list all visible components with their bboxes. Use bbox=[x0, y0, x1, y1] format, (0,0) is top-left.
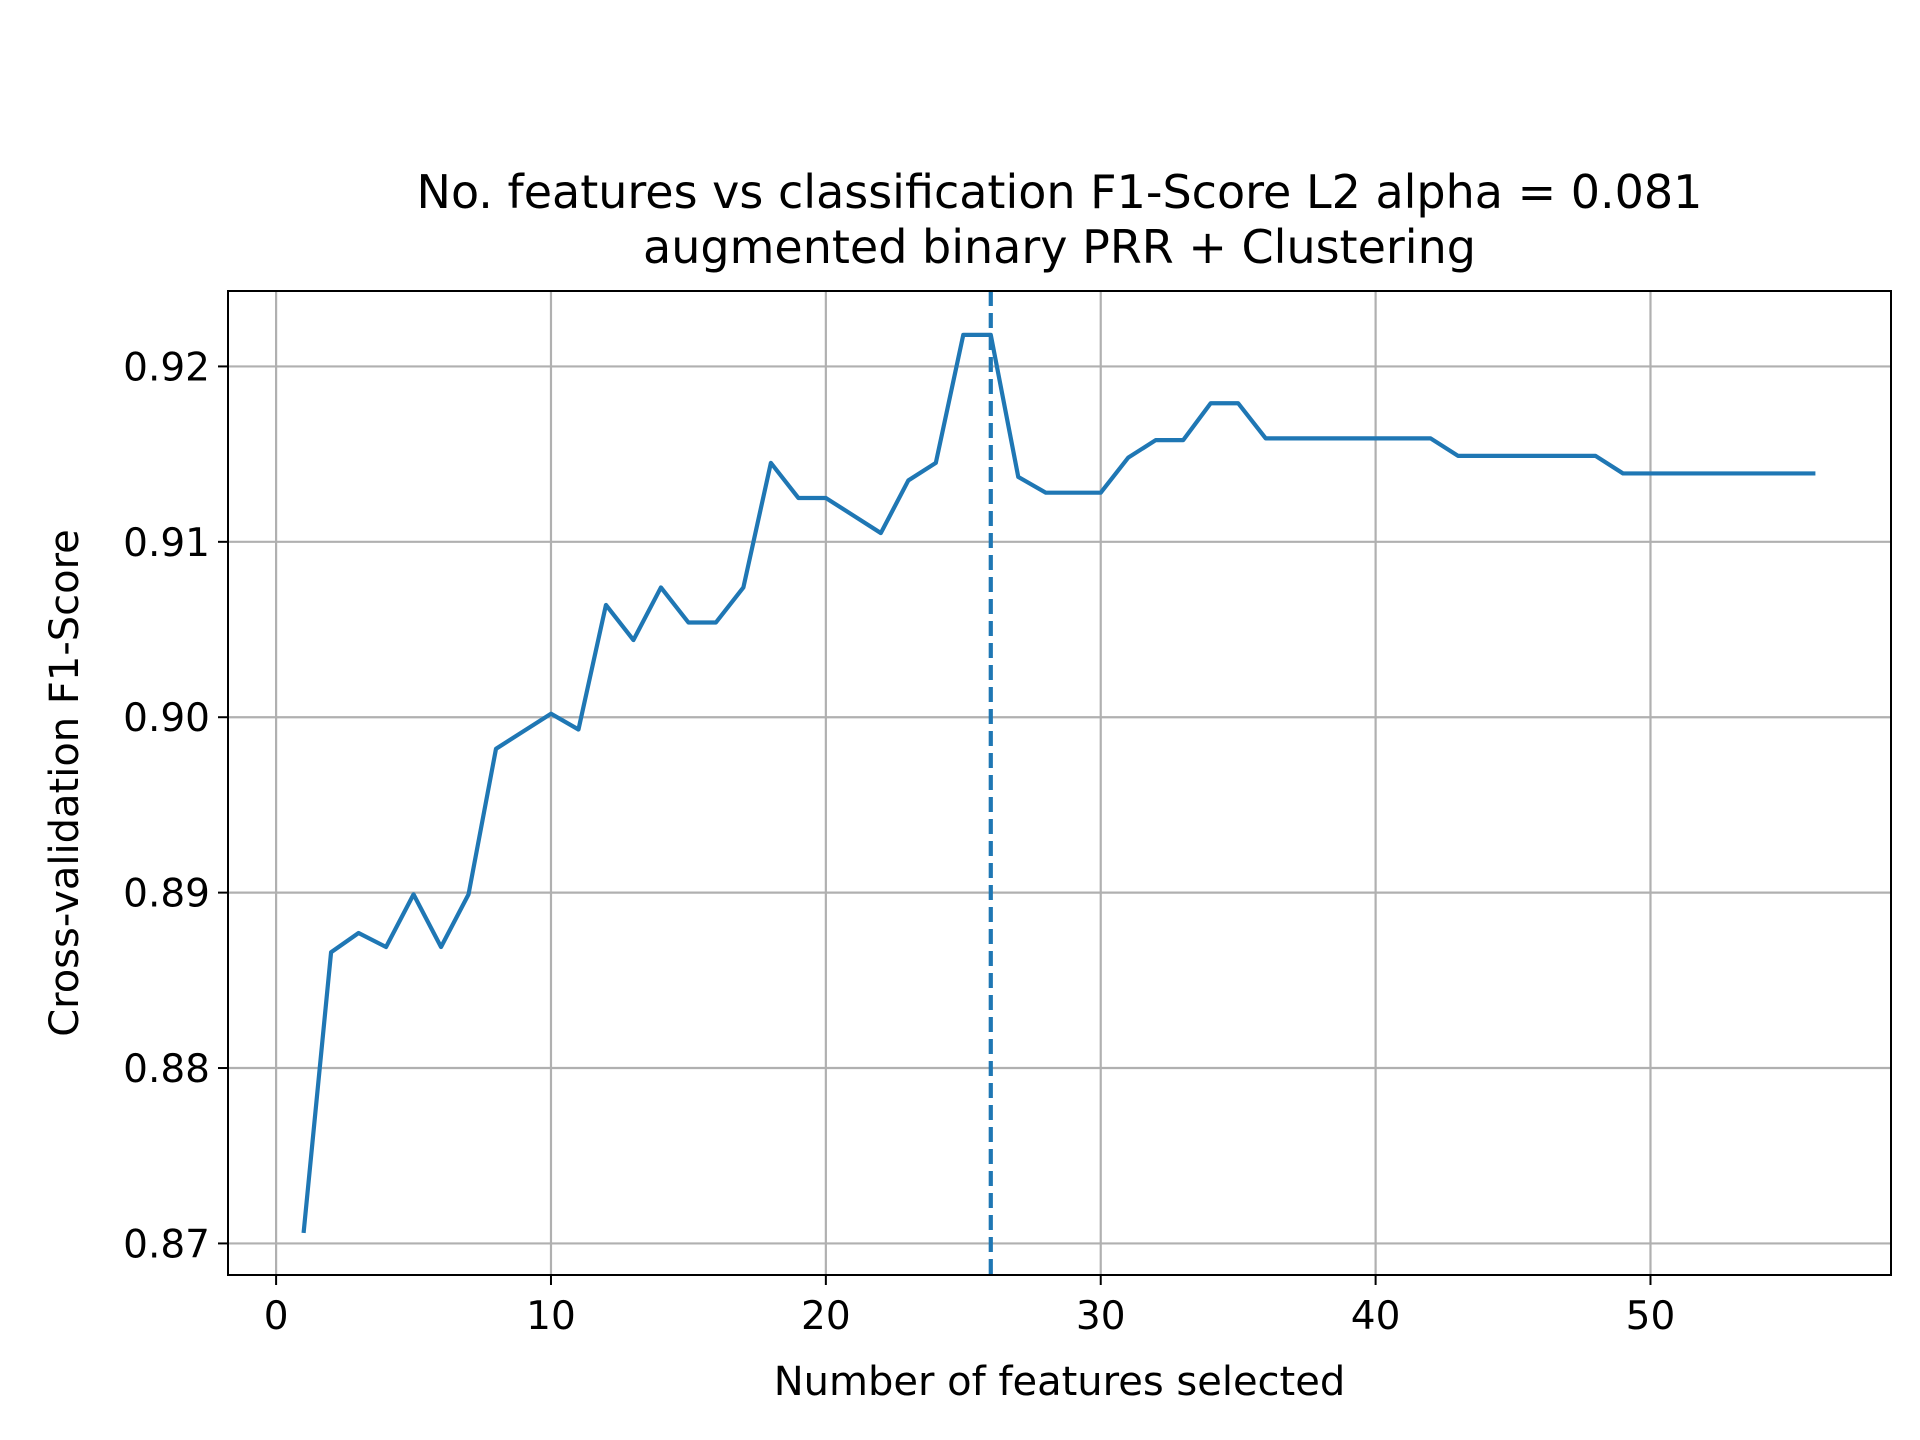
x-tick-label: 40 bbox=[1351, 1294, 1401, 1339]
x-tick-label: 30 bbox=[1076, 1294, 1126, 1339]
x-tick-label: 50 bbox=[1626, 1294, 1676, 1339]
y-tick-label: 0.92 bbox=[123, 345, 210, 390]
series-line bbox=[301, 332, 1816, 1234]
chart-title-line1: No. features vs classification F1-Score … bbox=[417, 165, 1703, 219]
grid bbox=[228, 291, 1891, 1275]
x-tick-label: 10 bbox=[526, 1294, 576, 1339]
y-tick-label: 0.87 bbox=[123, 1222, 210, 1267]
x-axis-label: Number of features selected bbox=[774, 1359, 1345, 1405]
y-axis-label: Cross-validation F1-Score bbox=[42, 529, 88, 1037]
y-tick-label: 0.88 bbox=[123, 1047, 210, 1092]
y-tick-label: 0.89 bbox=[123, 872, 210, 917]
y-tick-label: 0.90 bbox=[123, 696, 210, 741]
ticks: 0 10 20 30 40 50 0.87 0.88 0.89 0.90 0.91 0.92 bbox=[123, 345, 1675, 1339]
x-tick-label: 20 bbox=[801, 1294, 851, 1339]
chart-title-line2: augmented binary PRR + Clustering bbox=[643, 220, 1476, 274]
data-layer bbox=[301, 291, 1816, 1275]
axes-frame bbox=[227, 290, 1892, 1276]
y-tick-label: 0.91 bbox=[123, 521, 210, 566]
x-tick-label: 0 bbox=[264, 1294, 289, 1339]
